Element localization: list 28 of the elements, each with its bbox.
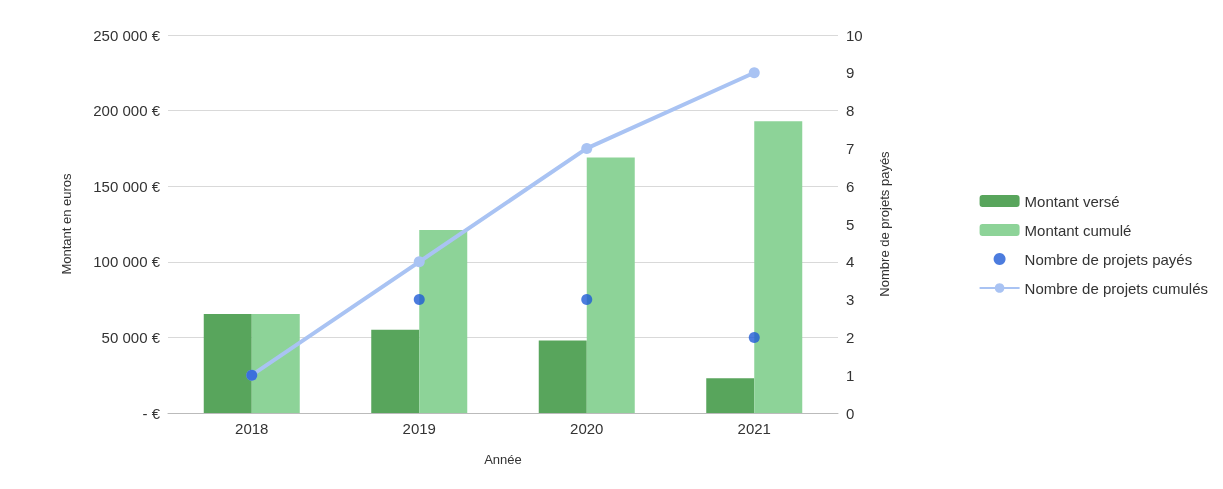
x-tick-label: 2019 <box>402 420 436 437</box>
x-tick-label: 2018 <box>235 420 269 437</box>
y-tick-label: 250 000 € <box>93 26 161 44</box>
y2-tick-label: 6 <box>846 177 855 195</box>
y2-axis-title: Nombre de projets payés <box>877 150 892 297</box>
y-axis-title: Montant en euros <box>59 172 74 275</box>
x-tick-label: 2021 <box>737 420 771 437</box>
y2-tick-label: 2 <box>846 328 855 346</box>
x-axis-title: Année <box>484 452 522 467</box>
y2-tick-label: 5 <box>846 215 855 233</box>
y2-tick-label: 4 <box>846 253 855 271</box>
legend-label: Montant versé <box>1024 192 1120 210</box>
y-tick-label: 50 000 € <box>101 328 161 346</box>
legend-label: Montant cumulé <box>1024 221 1132 239</box>
y2-tick-label: 10 <box>846 26 863 44</box>
y2-tick-label: 8 <box>846 102 855 120</box>
y-tick-label: 100 000 € <box>93 253 161 271</box>
y2-tick-label: 0 <box>846 404 855 422</box>
x-tick-label: 2020 <box>570 420 604 437</box>
y2-tick-label: 9 <box>846 64 855 82</box>
y-tick-label: - € <box>142 404 161 422</box>
y-tick-label: 200 000 € <box>93 102 161 120</box>
y-tick-label: 150 000 € <box>93 177 161 195</box>
y2-tick-label: 7 <box>846 139 855 157</box>
legend-label: Nombre de projets payés <box>1024 250 1193 268</box>
legend-label: Nombre de projets cumulés <box>1024 279 1209 297</box>
y2-tick-label: 3 <box>846 291 855 309</box>
y2-tick-label: 1 <box>846 366 855 384</box>
